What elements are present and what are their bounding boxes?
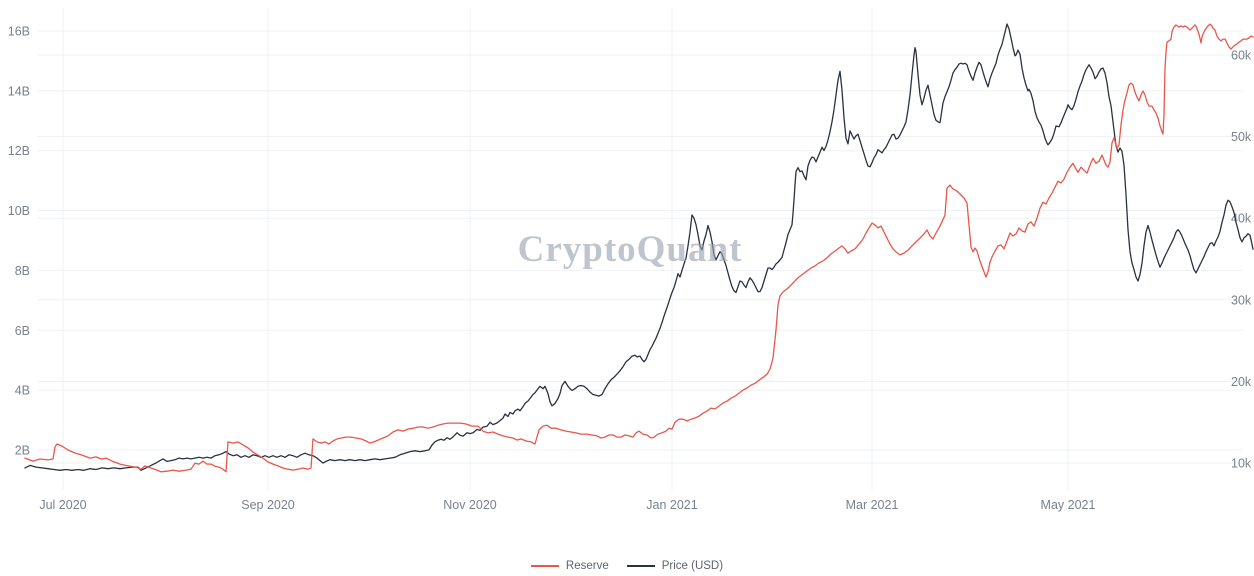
y-axis-left-tick-label: 12B: [8, 144, 30, 158]
series-line-reserve: [24, 23, 1254, 473]
y-axis-left-tick-label: 6B: [15, 324, 30, 338]
x-axis-tick-label: Jul 2020: [39, 498, 86, 512]
y-axis-left-tick-label: 14B: [8, 84, 30, 98]
price-line-swatch: [626, 565, 655, 567]
x-axis-tick-label: Nov 2020: [443, 498, 497, 512]
y-axis-left-tick-label: 16B: [8, 25, 30, 39]
y-axis-left-tick-label: 2B: [15, 444, 30, 458]
y-axis-right-tick-label: 30k: [1231, 293, 1252, 307]
legend-item-reserve[interactable]: Reserve: [530, 560, 609, 572]
x-axis-tick-label: Mar 2021: [846, 498, 899, 512]
series-line-price: [24, 23, 1254, 471]
x-axis-tick-label: Sep 2020: [241, 498, 295, 512]
y-axis-right-tick-label: 60k: [1231, 49, 1252, 63]
legend-label-price: Price (USD): [661, 560, 724, 572]
y-axis-right-tick-label: 50k: [1231, 130, 1252, 144]
legend-label-reserve: Reserve: [565, 560, 609, 572]
legend-item-price[interactable]: Price (USD): [626, 560, 724, 572]
reserve-line-swatch: [530, 565, 559, 567]
x-axis-tick-label: May 2021: [1041, 498, 1096, 512]
x-axis-tick-label: Jan 2021: [646, 498, 697, 512]
y-axis-left-tick-label: 4B: [15, 384, 30, 398]
y-axis-left-tick-label: 10B: [8, 204, 30, 218]
y-axis-right-tick-label: 20k: [1231, 375, 1252, 389]
y-axis-right-tick-label: 10k: [1231, 457, 1252, 471]
legend: Reserve Price (USD): [0, 560, 1254, 572]
y-axis-left-tick-label: 8B: [15, 264, 30, 278]
